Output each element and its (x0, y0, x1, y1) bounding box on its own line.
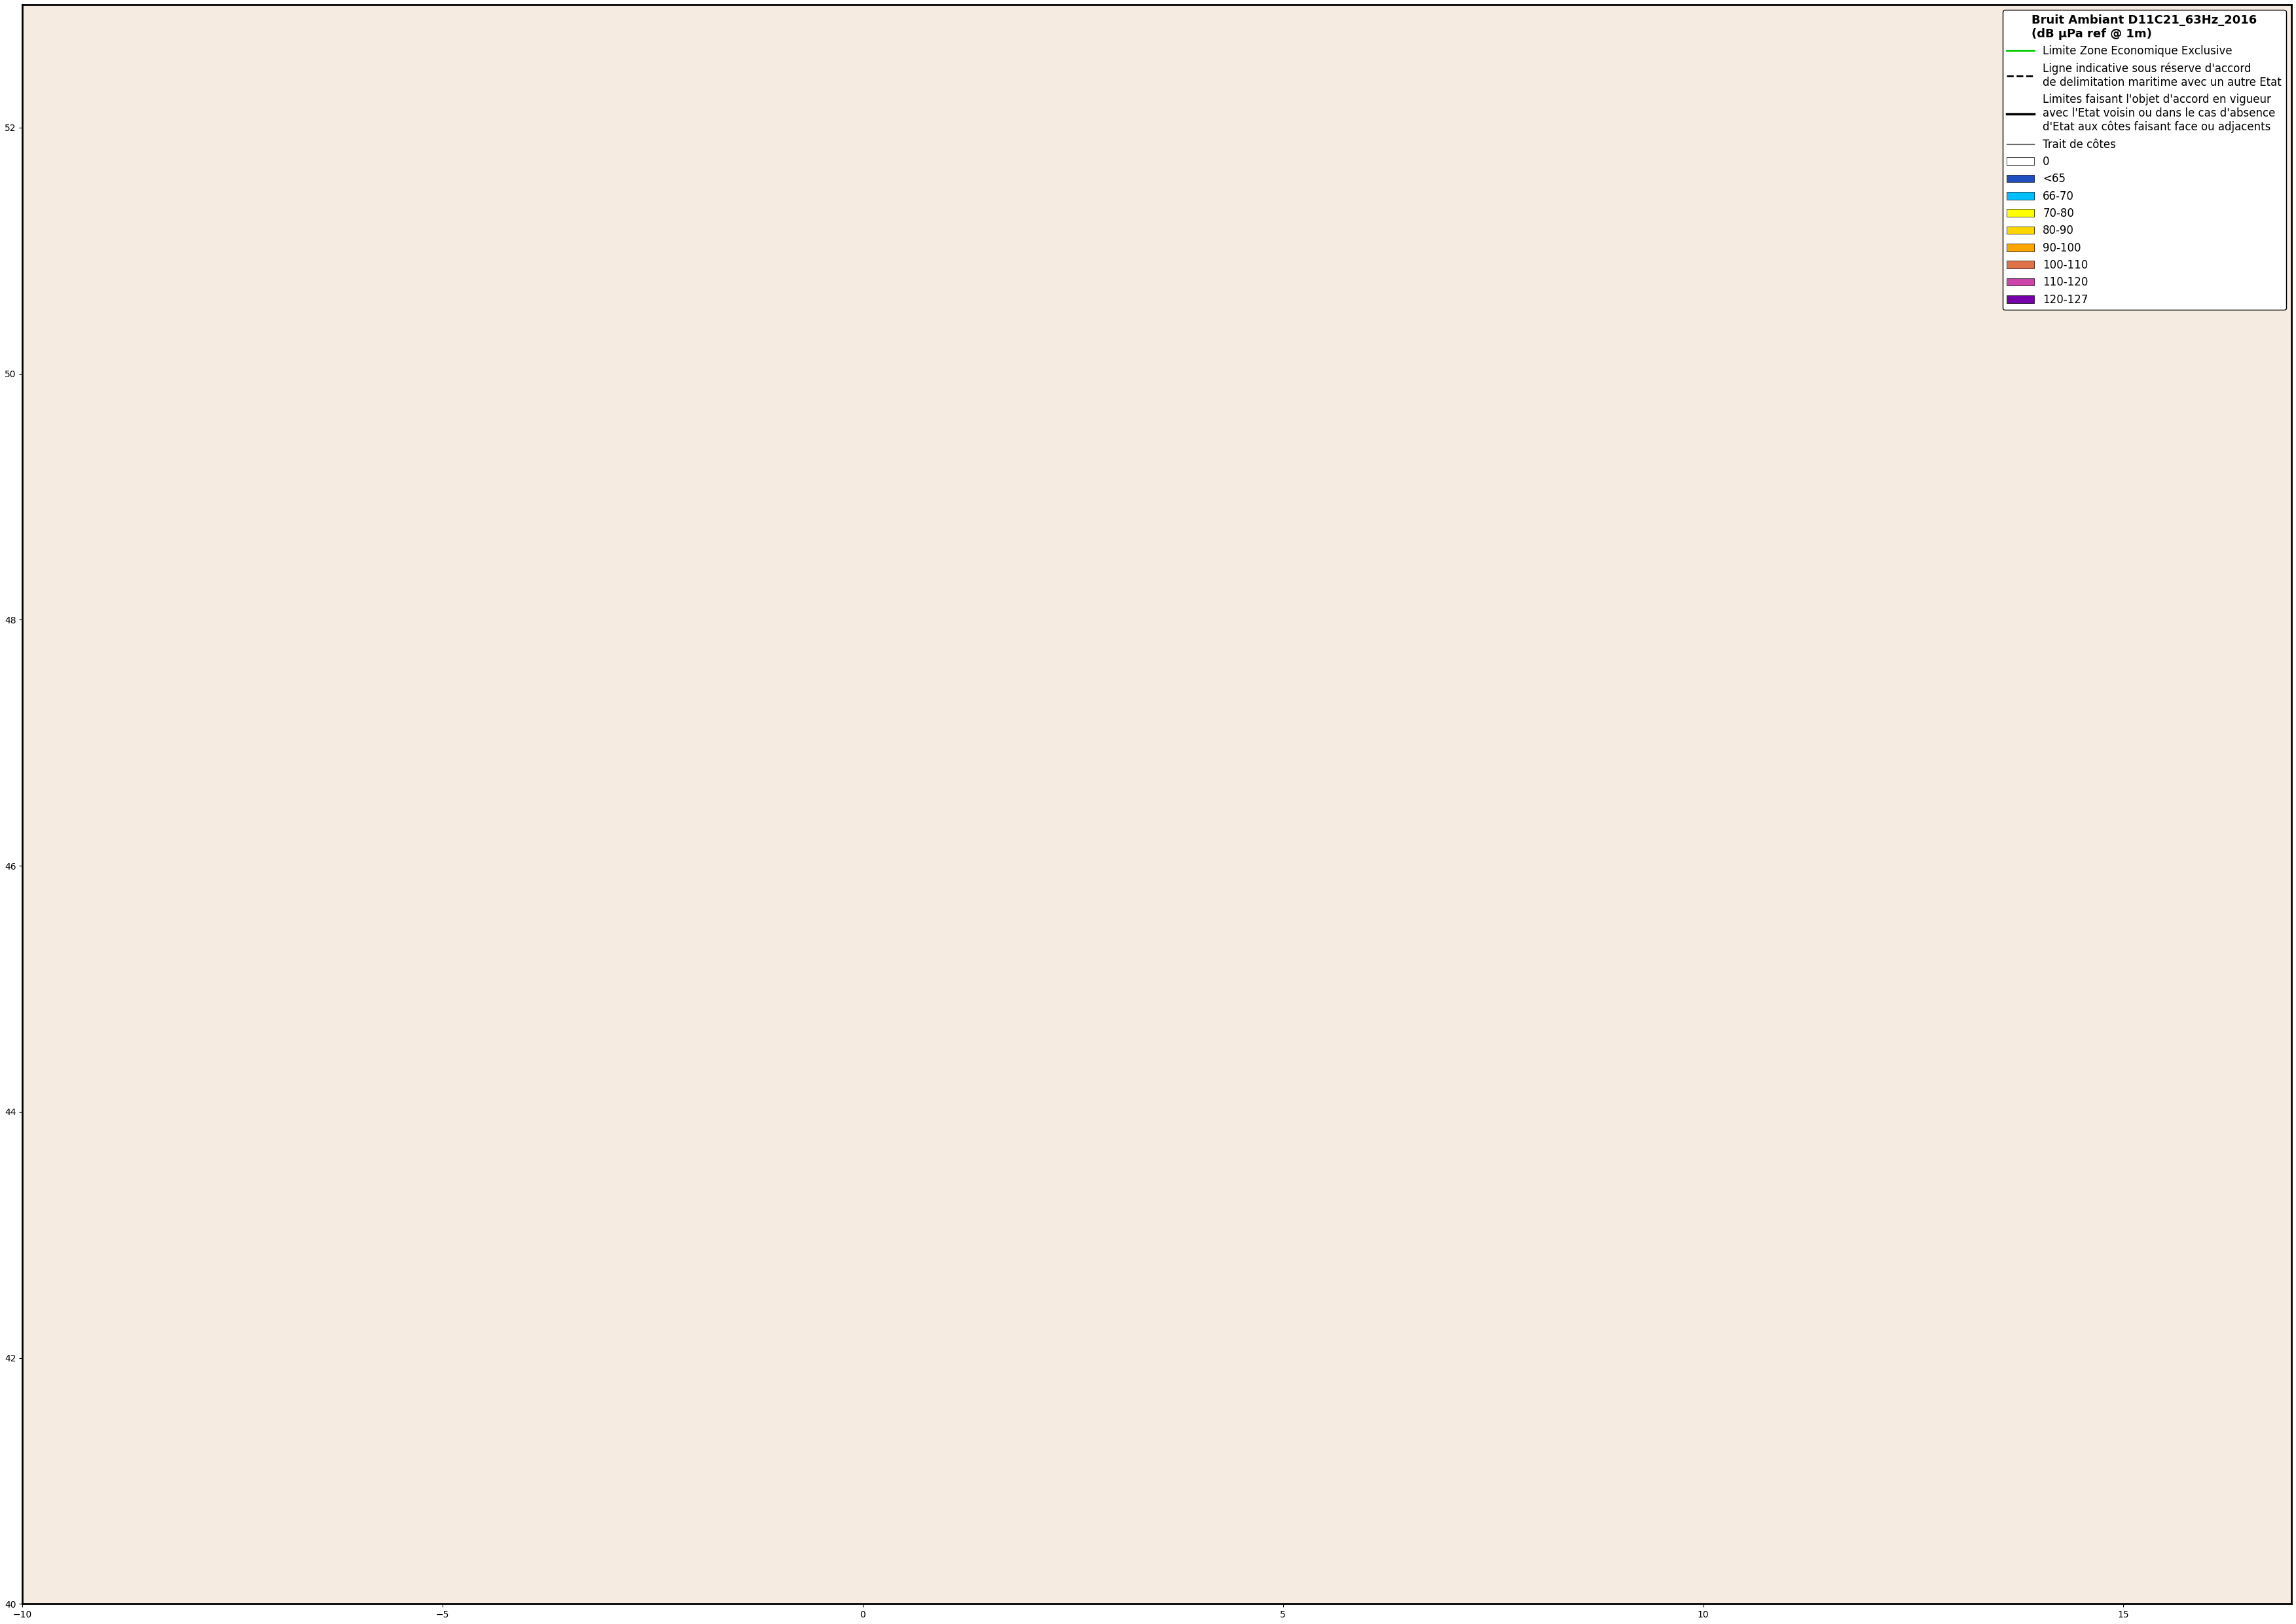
Legend: Limite Zone Economique Exclusive, Ligne indicative sous réserve d'accord
de deli: Limite Zone Economique Exclusive, Ligne … (2002, 10, 2287, 310)
